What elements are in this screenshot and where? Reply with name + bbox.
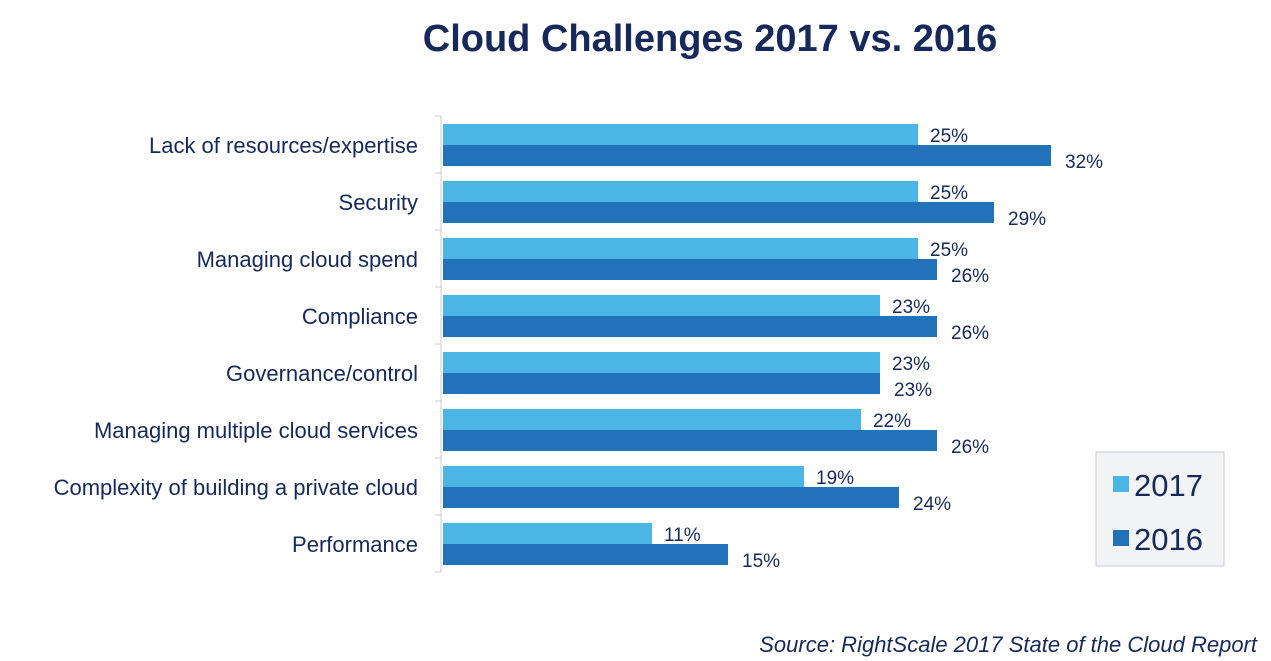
bar-2016 (443, 487, 899, 508)
data-label: 25% (930, 240, 968, 261)
data-label: 19% (816, 468, 854, 489)
category-label: Managing multiple cloud services (94, 418, 418, 443)
bar-2017 (443, 181, 918, 202)
bar-2016 (443, 544, 728, 565)
bar-2016 (443, 430, 937, 451)
data-label: 11% (664, 525, 701, 546)
category-label: Compliance (302, 304, 418, 329)
legend-swatch-2017 (1113, 476, 1129, 492)
bar-2017 (443, 238, 918, 259)
data-labels-group: 25% 32% 25% 29% 25% 26% 23% 26% 23% 23% 22% 26% 19% 2… (664, 126, 1103, 572)
category-labels-group: Lack of resources/expertise Security Manag… (54, 133, 418, 557)
data-label: 25% (930, 183, 968, 204)
bar-2017 (443, 523, 652, 544)
data-label: 26% (951, 323, 989, 344)
data-label: 24% (913, 494, 951, 515)
legend: 2017 2016 (1095, 451, 1225, 567)
data-label: 26% (951, 437, 989, 458)
bar-2016 (443, 259, 937, 280)
data-label: 22% (873, 411, 911, 432)
category-label: Lack of resources/expertise (149, 133, 418, 158)
data-label: 23% (892, 297, 930, 318)
category-label: Security (339, 190, 418, 215)
legend-label: 2016 (1134, 522, 1203, 557)
category-label: Managing cloud spend (197, 247, 418, 272)
chart-title: Cloud Challenges 2017 vs. 2016 (422, 18, 998, 60)
data-label: 23% (894, 380, 932, 401)
category-label: Performance (292, 532, 418, 557)
data-label: 15% (742, 551, 780, 572)
bar-2017 (443, 409, 861, 430)
data-label: 32% (1065, 152, 1103, 173)
bar-2017 (443, 124, 918, 145)
category-label: Complexity of building a private cloud (54, 475, 418, 500)
bar-2016 (443, 202, 994, 223)
bar-2016 (443, 373, 880, 394)
bar-2017 (443, 466, 804, 487)
y-axis (435, 115, 442, 573)
source-note: Source: RightScale 2017 State of the Clo… (759, 632, 1257, 657)
data-label: 29% (1008, 209, 1046, 230)
bar-2017 (443, 295, 880, 316)
data-label: 23% (892, 354, 930, 375)
bar-2017 (443, 352, 880, 373)
category-label: Governance/control (226, 361, 418, 386)
legend-swatch-2016 (1113, 530, 1129, 546)
bars-group (443, 124, 1051, 565)
data-label: 26% (951, 266, 989, 287)
legend-box (1095, 451, 1225, 567)
bar-2016 (443, 145, 1051, 166)
data-label: 25% (930, 126, 968, 147)
legend-label: 2017 (1134, 468, 1203, 503)
bar-2016 (443, 316, 937, 337)
